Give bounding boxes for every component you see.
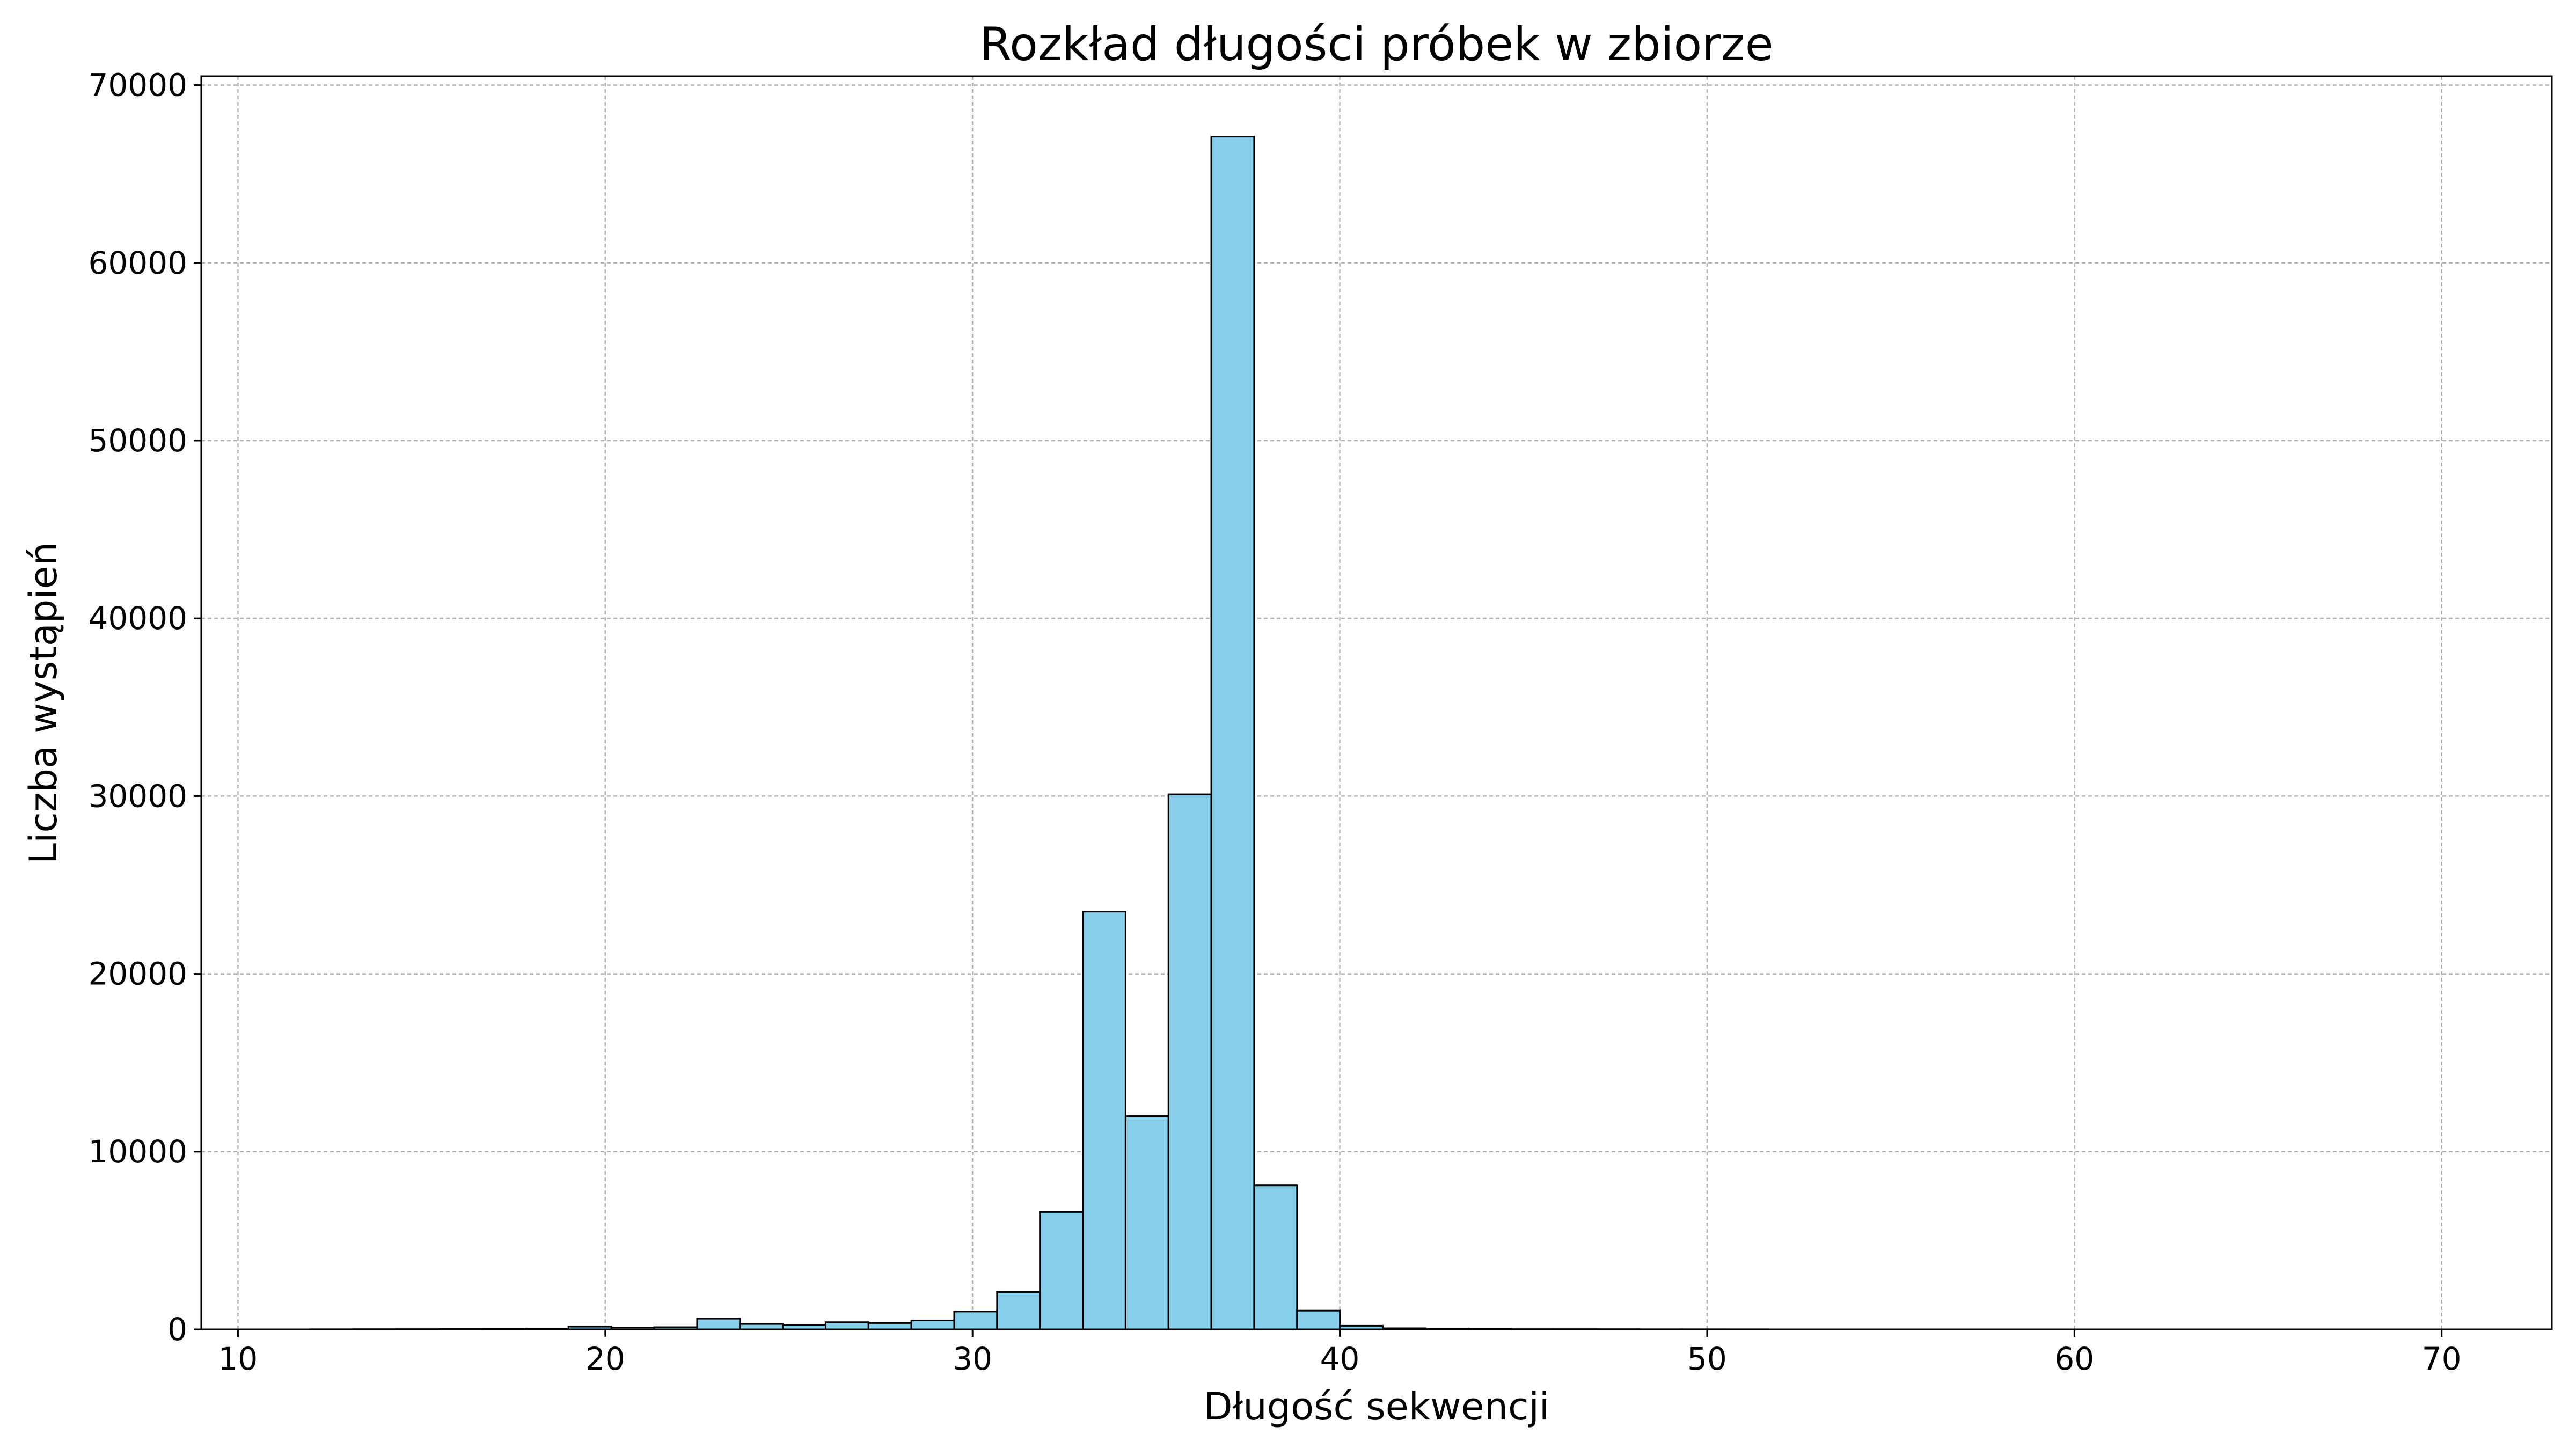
- y-axis-label: Liczba wystąpień: [21, 542, 65, 864]
- x-tick-label: 70: [2422, 1341, 2462, 1377]
- histogram-bar: [953, 1311, 998, 1330]
- plot-frame: [200, 75, 2553, 1330]
- y-tick-label: 50000: [88, 422, 187, 459]
- y-tick-label: 40000: [88, 600, 187, 636]
- y-axis-ticks: 0 10000 20000 30000 40000 50000 60000 70000: [88, 67, 201, 1348]
- histogram-bar: [867, 1322, 912, 1330]
- histogram-bar: [696, 1318, 741, 1330]
- histogram-bar: [1167, 793, 1212, 1330]
- histogram-bars: [310, 136, 1769, 1330]
- y-tick-label: 70000: [88, 67, 187, 104]
- chart-title: Rozkład długości próbek w zbiorze: [979, 18, 1773, 71]
- y-tick-label: 60000: [88, 245, 187, 281]
- grid: [201, 76, 2552, 1330]
- histogram-bar: [1039, 1211, 1084, 1330]
- x-tick-label: 50: [1687, 1341, 1727, 1377]
- histogram-bar: [910, 1319, 955, 1330]
- x-tick-label: 10: [218, 1341, 258, 1377]
- x-tick-label: 60: [2054, 1341, 2094, 1377]
- x-tick-label: 40: [1320, 1341, 1360, 1377]
- x-tick-label: 20: [586, 1341, 625, 1377]
- histogram-bar: [1296, 1309, 1341, 1330]
- y-tick-label: 0: [167, 1311, 187, 1348]
- x-axis-ticks: 10 20 30 40 50 60 70: [218, 1329, 2462, 1377]
- histogram-bar: [824, 1321, 869, 1330]
- histogram-bar: [996, 1291, 1041, 1330]
- x-axis-label: Długość sekwencji: [1204, 1385, 1550, 1429]
- histogram-bar: [1253, 1184, 1298, 1330]
- y-tick-label: 30000: [88, 778, 187, 814]
- histogram-bar: [1210, 136, 1255, 1330]
- histogram-bar: [1082, 911, 1126, 1330]
- histogram-bar: [1124, 1115, 1169, 1330]
- plot-area-background: [201, 76, 2552, 1329]
- y-tick-label: 10000: [88, 1133, 187, 1170]
- x-tick-label: 30: [953, 1341, 992, 1377]
- y-tick-label: 20000: [88, 956, 187, 992]
